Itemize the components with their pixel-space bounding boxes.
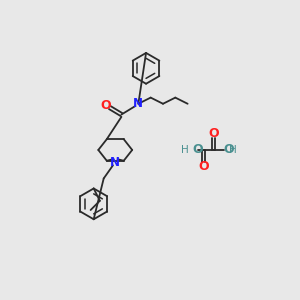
- Text: O: O: [199, 160, 209, 172]
- Text: H: H: [229, 145, 237, 155]
- Text: N: N: [134, 97, 143, 110]
- Text: O: O: [101, 99, 111, 112]
- Text: O: O: [192, 143, 203, 157]
- Text: N: N: [110, 156, 120, 169]
- Text: O: O: [208, 127, 219, 140]
- Text: O: O: [224, 143, 234, 157]
- Text: H: H: [181, 145, 188, 155]
